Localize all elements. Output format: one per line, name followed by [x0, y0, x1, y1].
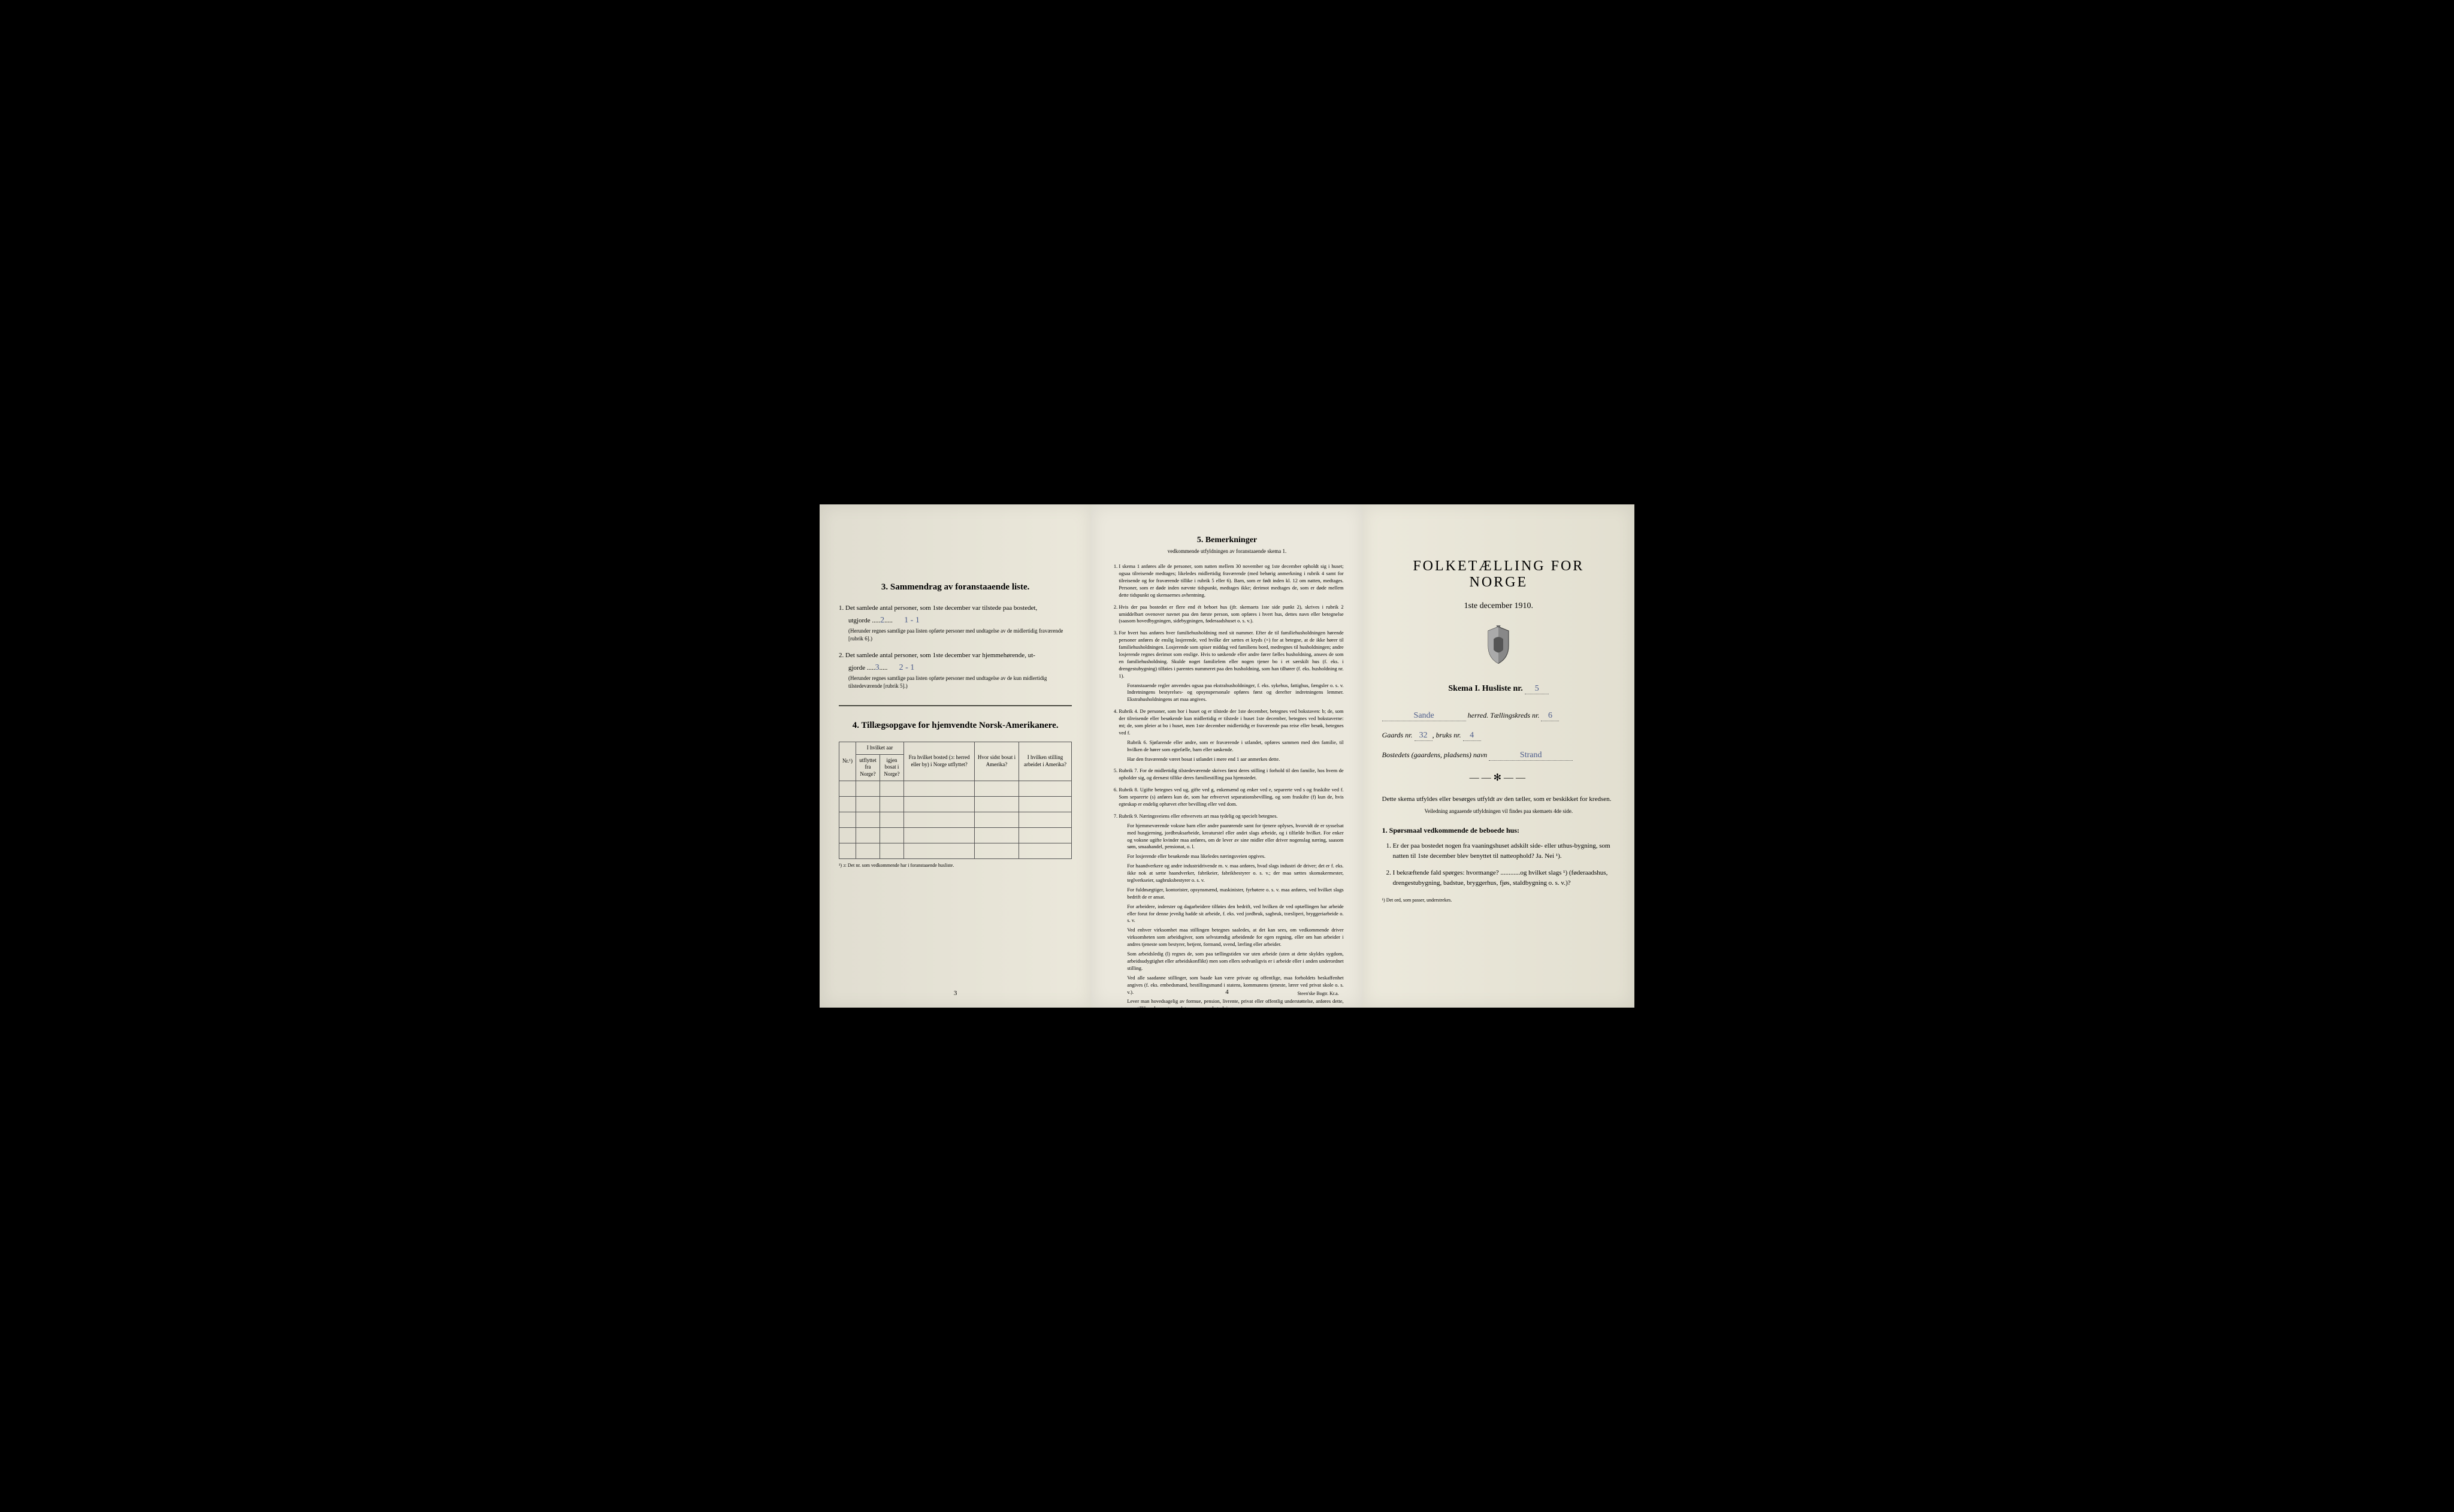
- gaards-nr: 32: [1415, 731, 1432, 741]
- page3-footnote: ¹) Det ord, som passer, understrekes.: [1382, 897, 1615, 903]
- item-2: 2. Det samlede antal personer, som 1ste …: [839, 651, 1072, 691]
- rule-7-sub9: Lever man hovedsagelig av formue, pensio…: [1127, 998, 1343, 1012]
- herred-label: herred. Tællingskreds nr.: [1468, 711, 1540, 719]
- rule-7-sub10: For forhenværende næringsdrivende, embed…: [1127, 1015, 1343, 1022]
- table-row: [839, 843, 1072, 858]
- page-right: FOLKETÆLLING FOR NORGE 1ste december 191…: [1363, 504, 1634, 1008]
- utgjorde-label: utgjorde: [848, 617, 871, 624]
- th-stilling: I hvilken stilling arbeidet i Amerika?: [1019, 742, 1072, 781]
- gaards-line: Gaards nr. 32, bruks nr. 4: [1382, 731, 1615, 741]
- herred-line: Sande herred. Tællingskreds nr. 6: [1382, 711, 1615, 721]
- rule-7-sub2: For losjerende eller besøkende maa likel…: [1127, 853, 1343, 860]
- rule-3-text: For hvert hus anføres hver familiehushol…: [1119, 630, 1343, 678]
- item-2-text: Det samlede antal personer, som 1ste dec…: [845, 652, 1035, 659]
- ornament-icon: ――✻――: [1382, 772, 1615, 784]
- coat-of-arms-icon: [1481, 625, 1516, 666]
- rule-7-sub1: For hjemmeværende voksne barn eller andr…: [1127, 822, 1343, 851]
- rule-7-text: Rubrik 9. Næringsveiens eller erhvervets…: [1119, 813, 1277, 819]
- item-1: 1. Det samlede antal personer, som 1ste …: [839, 603, 1072, 643]
- bruks-label: bruks nr.: [1436, 731, 1461, 739]
- kreds-nr: 6: [1541, 711, 1559, 721]
- section-3: 3. Sammendrag av foranstaaende liste. 1.…: [839, 582, 1072, 691]
- question-list: Er der paa bostedet nogen fra vaaningshu…: [1382, 841, 1615, 889]
- bosted-value: Strand: [1489, 751, 1573, 761]
- printer-mark: Steen'ske Bogtr. Kr.a.: [1297, 990, 1338, 997]
- bosted-label: Bostedets (gaardens, pladsens) navn: [1382, 751, 1488, 759]
- rule-4: Rubrik 4. De personer, som bor i huset o…: [1119, 708, 1343, 763]
- question-heading: 1. Spørsmaal vedkommende de beboede hus:: [1382, 826, 1615, 835]
- item-2-value: 3: [875, 663, 880, 672]
- rules-list: I skema 1 anføres alle de personer, som …: [1110, 563, 1343, 1041]
- question-1: Er der paa bostedet nogen fra vaaningshu…: [1393, 841, 1615, 862]
- skema-line: Skema I. Husliste nr. 5: [1382, 684, 1615, 694]
- table-row: [839, 812, 1072, 827]
- rule-6: Rubrik 8. Ugifte betegnes ved ug, gifte …: [1119, 787, 1343, 808]
- th-bosat: igjen bosat i Norge?: [880, 754, 904, 781]
- rule-4-sub1: Rubrik 6. Sjøfarende eller andre, som er…: [1127, 739, 1343, 754]
- rule-7-sub6: Ved enhver virksomhet maa stillingen bet…: [1127, 927, 1343, 948]
- rule-7-sub3: For haandverkere og andre industridriven…: [1127, 863, 1343, 884]
- rule-8: Rubrik 14. Sinker og lignende aandssløve…: [1119, 1027, 1343, 1041]
- document-wrapper: 3. Sammendrag av foranstaaende liste. 1.…: [820, 504, 1634, 1008]
- page-middle: 5. Bemerkninger vedkommende utfyldningen…: [1091, 504, 1362, 1008]
- th-amerika: Hvor sidst bosat i Amerika?: [975, 742, 1019, 781]
- rule-3: For hvert hus anføres hver familiehushol…: [1119, 630, 1343, 703]
- sub-title: 1ste december 1910.: [1382, 601, 1615, 611]
- gjorde-label: gjorde: [848, 664, 865, 672]
- rule-7-sub5: For arbeidere, inderster og dagarbeidere…: [1127, 903, 1343, 925]
- rule-3-extra: Foranstaaende regler anvendes ogsaa paa …: [1127, 682, 1343, 704]
- item-2-note: (Herunder regnes samtlige paa listen opf…: [848, 675, 1072, 691]
- section-3-heading: 3. Sammendrag av foranstaaende liste.: [839, 582, 1072, 592]
- rule-4-sub2: Har den fraværende været bosat i utlande…: [1127, 756, 1343, 763]
- table-row: [839, 827, 1072, 843]
- rule-7-sub4: For fuldmægtiger, kontorister, opsynsmæn…: [1127, 887, 1343, 901]
- table-row: [839, 781, 1072, 796]
- rule-4-text: Rubrik 4. De personer, som bor i huset o…: [1119, 708, 1343, 736]
- page-number-3: 3: [820, 990, 1091, 997]
- bruks-nr: 4: [1463, 731, 1481, 741]
- rule-2: Hvis der paa bostedet er flere end ét be…: [1119, 604, 1343, 625]
- herred-value: Sande: [1382, 711, 1466, 721]
- section-5-heading: 5. Bemerkninger: [1110, 534, 1343, 546]
- item-1-extra: 1 - 1: [904, 616, 920, 625]
- item-1-value: 2: [880, 616, 884, 625]
- tillaegs-table: Nr.¹) I hvilket aar Fra hvilket bosted (…: [839, 742, 1072, 859]
- item-1-text: Det samlede antal personer, som 1ste dec…: [845, 604, 1037, 612]
- section-4-heading: 4. Tillægsopgave for hjemvendte Norsk-Am…: [839, 721, 1072, 731]
- table-footnote: ¹) ɔ: Det nr. som vedkommende har i fora…: [839, 863, 1072, 868]
- instruction: Dette skema utfyldes eller besørges utfy…: [1382, 794, 1615, 805]
- divider: [839, 705, 1072, 706]
- rule-7-sub7: Som arbeidsledig (l) regnes de, som paa …: [1127, 951, 1343, 972]
- rule-1: I skema 1 anføres alle de personer, som …: [1119, 563, 1343, 598]
- instruction-small: Veiledning angaaende utfyldningen vil fi…: [1382, 808, 1615, 814]
- page-left: 3. Sammendrag av foranstaaende liste. 1.…: [820, 504, 1091, 1008]
- th-nr: Nr.¹): [839, 742, 856, 781]
- th-bosted: Fra hvilket bosted (ɔ: herred eller by) …: [904, 742, 975, 781]
- main-title: FOLKETÆLLING FOR NORGE: [1382, 558, 1615, 591]
- question-2: I bekræftende fald spørges: hvormange? .…: [1393, 868, 1615, 889]
- item-2-extra: 2 - 1: [899, 663, 915, 672]
- rule-5: Rubrik 7. For de midlertidig tilstedevær…: [1119, 767, 1343, 782]
- item-1-note: (Herunder regnes samtlige paa listen opf…: [848, 627, 1072, 643]
- th-utflyttet: utflyttet fra Norge?: [856, 754, 880, 781]
- th-aar: I hvilket aar: [856, 742, 904, 754]
- table-row: [839, 796, 1072, 812]
- section-5-subheading: vedkommende utfyldningen av foranstaaend…: [1110, 548, 1343, 555]
- husliste-nr: 5: [1525, 684, 1549, 694]
- skema-label: Skema I. Husliste nr.: [1448, 684, 1522, 693]
- gaards-label: Gaards nr.: [1382, 731, 1413, 739]
- bosted-line: Bostedets (gaardens, pladsens) navn Stra…: [1382, 751, 1615, 761]
